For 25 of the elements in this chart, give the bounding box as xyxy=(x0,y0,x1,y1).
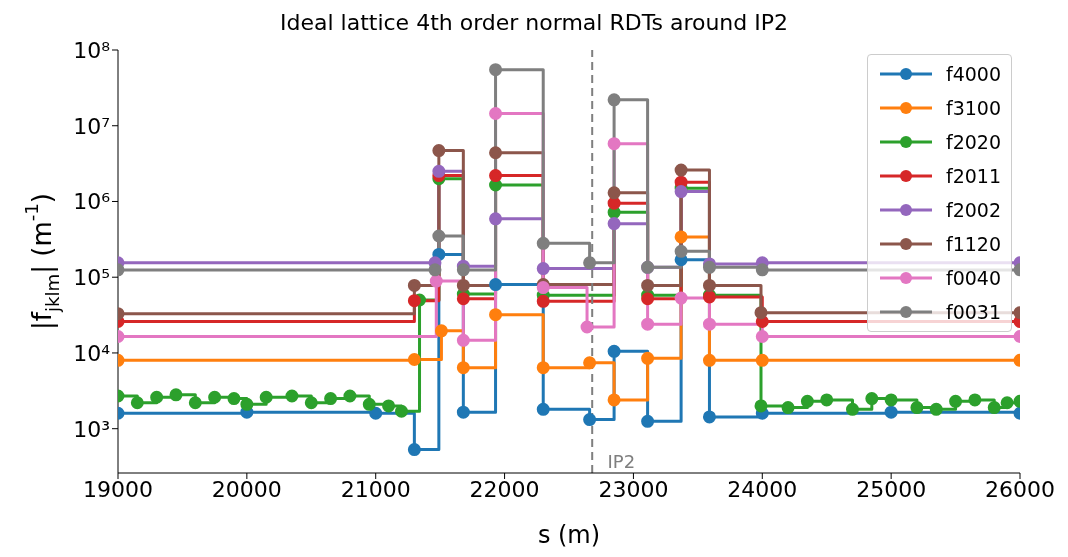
y-tick-label: 10⁸ xyxy=(73,37,111,63)
chart-title: Ideal lattice 4th order normal RDTs around IP2 xyxy=(279,10,789,35)
y-tick-label: 10⁶ xyxy=(73,189,111,215)
legend-label: f0040 xyxy=(945,267,1001,289)
y-tick-label: 10⁴ xyxy=(73,340,111,366)
ref-line-label: IP2 xyxy=(607,451,636,472)
x-tick-label: 19000 xyxy=(83,476,153,502)
legend-label: f2011 xyxy=(945,165,1001,187)
x-tick-label: 23000 xyxy=(598,476,669,502)
y-tick-label: 10³ xyxy=(73,416,110,442)
legend-label: f2002 xyxy=(945,199,1001,221)
x-tick-label: 24000 xyxy=(727,476,798,502)
legend-label: f3100 xyxy=(945,97,1001,119)
legend-label: f2020 xyxy=(945,131,1001,153)
x-tick-label: 26000 xyxy=(985,476,1055,502)
x-tick-label: 22000 xyxy=(469,476,540,502)
legend-label: f0031 xyxy=(945,301,1001,323)
y-tick-label: 10⁵ xyxy=(73,265,110,291)
legend-label: f4000 xyxy=(945,63,1001,85)
y-tick-label: 10⁷ xyxy=(73,113,110,139)
legend-label: f1120 xyxy=(945,233,1001,255)
x-axis-title: s (m) xyxy=(537,521,601,549)
x-tick-label: 21000 xyxy=(340,476,411,502)
x-tick-label: 25000 xyxy=(856,476,927,502)
x-tick-label: 20000 xyxy=(211,476,282,502)
